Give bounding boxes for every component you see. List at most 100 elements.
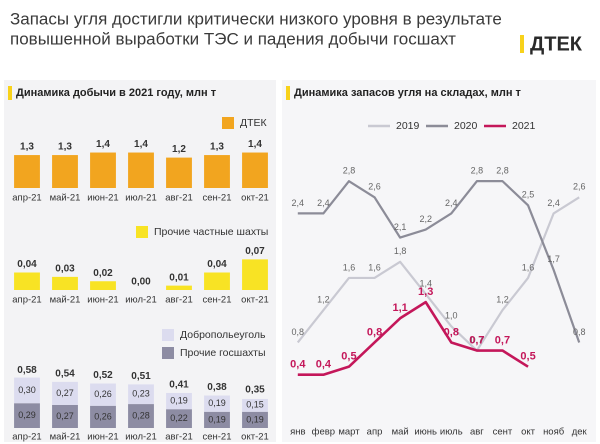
x-tick-label: окт-21 bbox=[241, 432, 269, 443]
value-label: 2,8 bbox=[496, 166, 509, 176]
value-label: 2,6 bbox=[368, 182, 381, 192]
value-label: 1,4 bbox=[96, 139, 110, 150]
value-label: 0,01 bbox=[169, 272, 189, 283]
value-label: 0,04 bbox=[17, 259, 37, 270]
x-tick-label: окт-21 bbox=[241, 295, 269, 306]
value-label: 0,4 bbox=[290, 359, 306, 371]
x-tick-label: дек bbox=[572, 427, 588, 438]
x-tick-label: май-21 bbox=[50, 432, 81, 443]
value-label: 2,4 bbox=[292, 198, 305, 208]
value-label: 1,6 bbox=[368, 262, 381, 272]
value-label: 2,6 bbox=[573, 182, 586, 192]
bar bbox=[204, 155, 230, 188]
bar bbox=[14, 155, 40, 188]
x-tick-label: апр-21 bbox=[12, 432, 41, 443]
legend-swatch bbox=[222, 117, 234, 129]
x-tick-label: февр bbox=[312, 427, 335, 438]
value-label: 2,4 bbox=[547, 198, 560, 208]
value-label: 0,5 bbox=[520, 351, 535, 363]
x-tick-label: июн-21 bbox=[87, 295, 118, 306]
x-tick-label: янв bbox=[290, 427, 305, 438]
bar-segment bbox=[166, 409, 192, 428]
x-tick-label: июл-21 bbox=[125, 193, 157, 204]
value-label: 0,03 bbox=[55, 264, 75, 275]
value-label: 2,2 bbox=[419, 214, 432, 224]
segment-label: 0,15 bbox=[246, 400, 264, 410]
line bbox=[297, 300, 529, 377]
legend-label: Добропольеуголь bbox=[180, 329, 266, 341]
value-label: 1,1 bbox=[392, 302, 407, 314]
legend-label: Прочие госшахты bbox=[180, 347, 266, 359]
bar-segment bbox=[14, 403, 40, 428]
total-label: 0,41 bbox=[169, 380, 189, 391]
total-label: 0,58 bbox=[17, 365, 37, 376]
segment-label: 0,19 bbox=[170, 395, 188, 405]
total-label: 0,38 bbox=[207, 382, 227, 393]
value-label: 1,2 bbox=[496, 295, 509, 305]
x-tick-label: март bbox=[338, 427, 360, 438]
bar-segment bbox=[204, 411, 230, 428]
line bbox=[297, 180, 581, 343]
x-tick-label: сен-21 bbox=[202, 432, 231, 443]
x-tick-label: апр-21 bbox=[12, 295, 41, 306]
bar bbox=[166, 157, 192, 188]
value-label: 1,6 bbox=[343, 262, 356, 272]
line bbox=[296, 196, 580, 352]
bar bbox=[128, 152, 154, 188]
value-label: 0,02 bbox=[93, 268, 113, 279]
value-label: 0,04 bbox=[207, 259, 227, 270]
title-line: Запасы угля достигли критически низкого … bbox=[10, 9, 502, 28]
title-marker bbox=[8, 86, 12, 100]
x-tick-label: апр-21 bbox=[12, 193, 41, 204]
segment-label: 0,30 bbox=[18, 385, 36, 395]
x-tick-label: авг-21 bbox=[165, 295, 193, 306]
segment-label: 0,19 bbox=[246, 414, 264, 424]
x-tick-label: июн-21 bbox=[87, 432, 118, 443]
legend-swatch bbox=[136, 226, 148, 238]
value-label: 0,7 bbox=[469, 334, 484, 346]
title-marker bbox=[286, 86, 290, 100]
bar bbox=[90, 281, 116, 290]
value-label: 0,7 bbox=[495, 334, 510, 346]
value-label: 1,3 bbox=[418, 286, 433, 298]
value-label: 1,3 bbox=[20, 142, 34, 153]
total-label: 0,52 bbox=[93, 370, 113, 381]
value-label: 2,4 bbox=[445, 198, 458, 208]
segment-label: 0,27 bbox=[56, 388, 74, 398]
segment-label: 0,19 bbox=[208, 414, 226, 424]
x-tick-label: сент bbox=[493, 427, 513, 438]
bar-segment bbox=[128, 404, 154, 428]
x-tick-label: июн-21 bbox=[87, 193, 118, 204]
x-tick-label: авг bbox=[470, 427, 484, 438]
value-label: 1,2 bbox=[172, 144, 186, 155]
value-label: 2,5 bbox=[522, 190, 535, 200]
value-label: 1,7 bbox=[547, 254, 560, 264]
value-label: 1,2 bbox=[317, 295, 330, 305]
value-label: 2,8 bbox=[471, 166, 484, 176]
value-label: 1,3 bbox=[210, 142, 224, 153]
value-label: 0,8 bbox=[444, 326, 459, 338]
x-tick-label: окт bbox=[521, 427, 536, 438]
value-label: 1,0 bbox=[445, 311, 458, 321]
total-label: 0,54 bbox=[55, 368, 75, 379]
logo: ДТЕК bbox=[530, 33, 583, 55]
value-label: 0,00 bbox=[131, 277, 151, 288]
segment-label: 0,23 bbox=[132, 389, 150, 399]
value-label: 0,8 bbox=[292, 327, 305, 337]
bar bbox=[52, 276, 78, 290]
bar-segment bbox=[204, 395, 230, 412]
bar-segment bbox=[90, 405, 116, 428]
legend-label: ДТЕК bbox=[240, 117, 268, 129]
x-tick-label: авг-21 bbox=[165, 193, 193, 204]
value-label: 0,8 bbox=[367, 326, 382, 338]
segment-label: 0,29 bbox=[18, 410, 36, 420]
value-label: 1,6 bbox=[522, 262, 535, 272]
bar bbox=[166, 285, 192, 290]
bar-segment bbox=[52, 381, 78, 405]
bar-segment bbox=[242, 411, 268, 428]
value-label: 1,4 bbox=[248, 139, 262, 150]
value-label: 0,5 bbox=[341, 351, 356, 363]
x-tick-label: май-21 bbox=[50, 193, 81, 204]
value-label: 0,4 bbox=[316, 359, 332, 371]
